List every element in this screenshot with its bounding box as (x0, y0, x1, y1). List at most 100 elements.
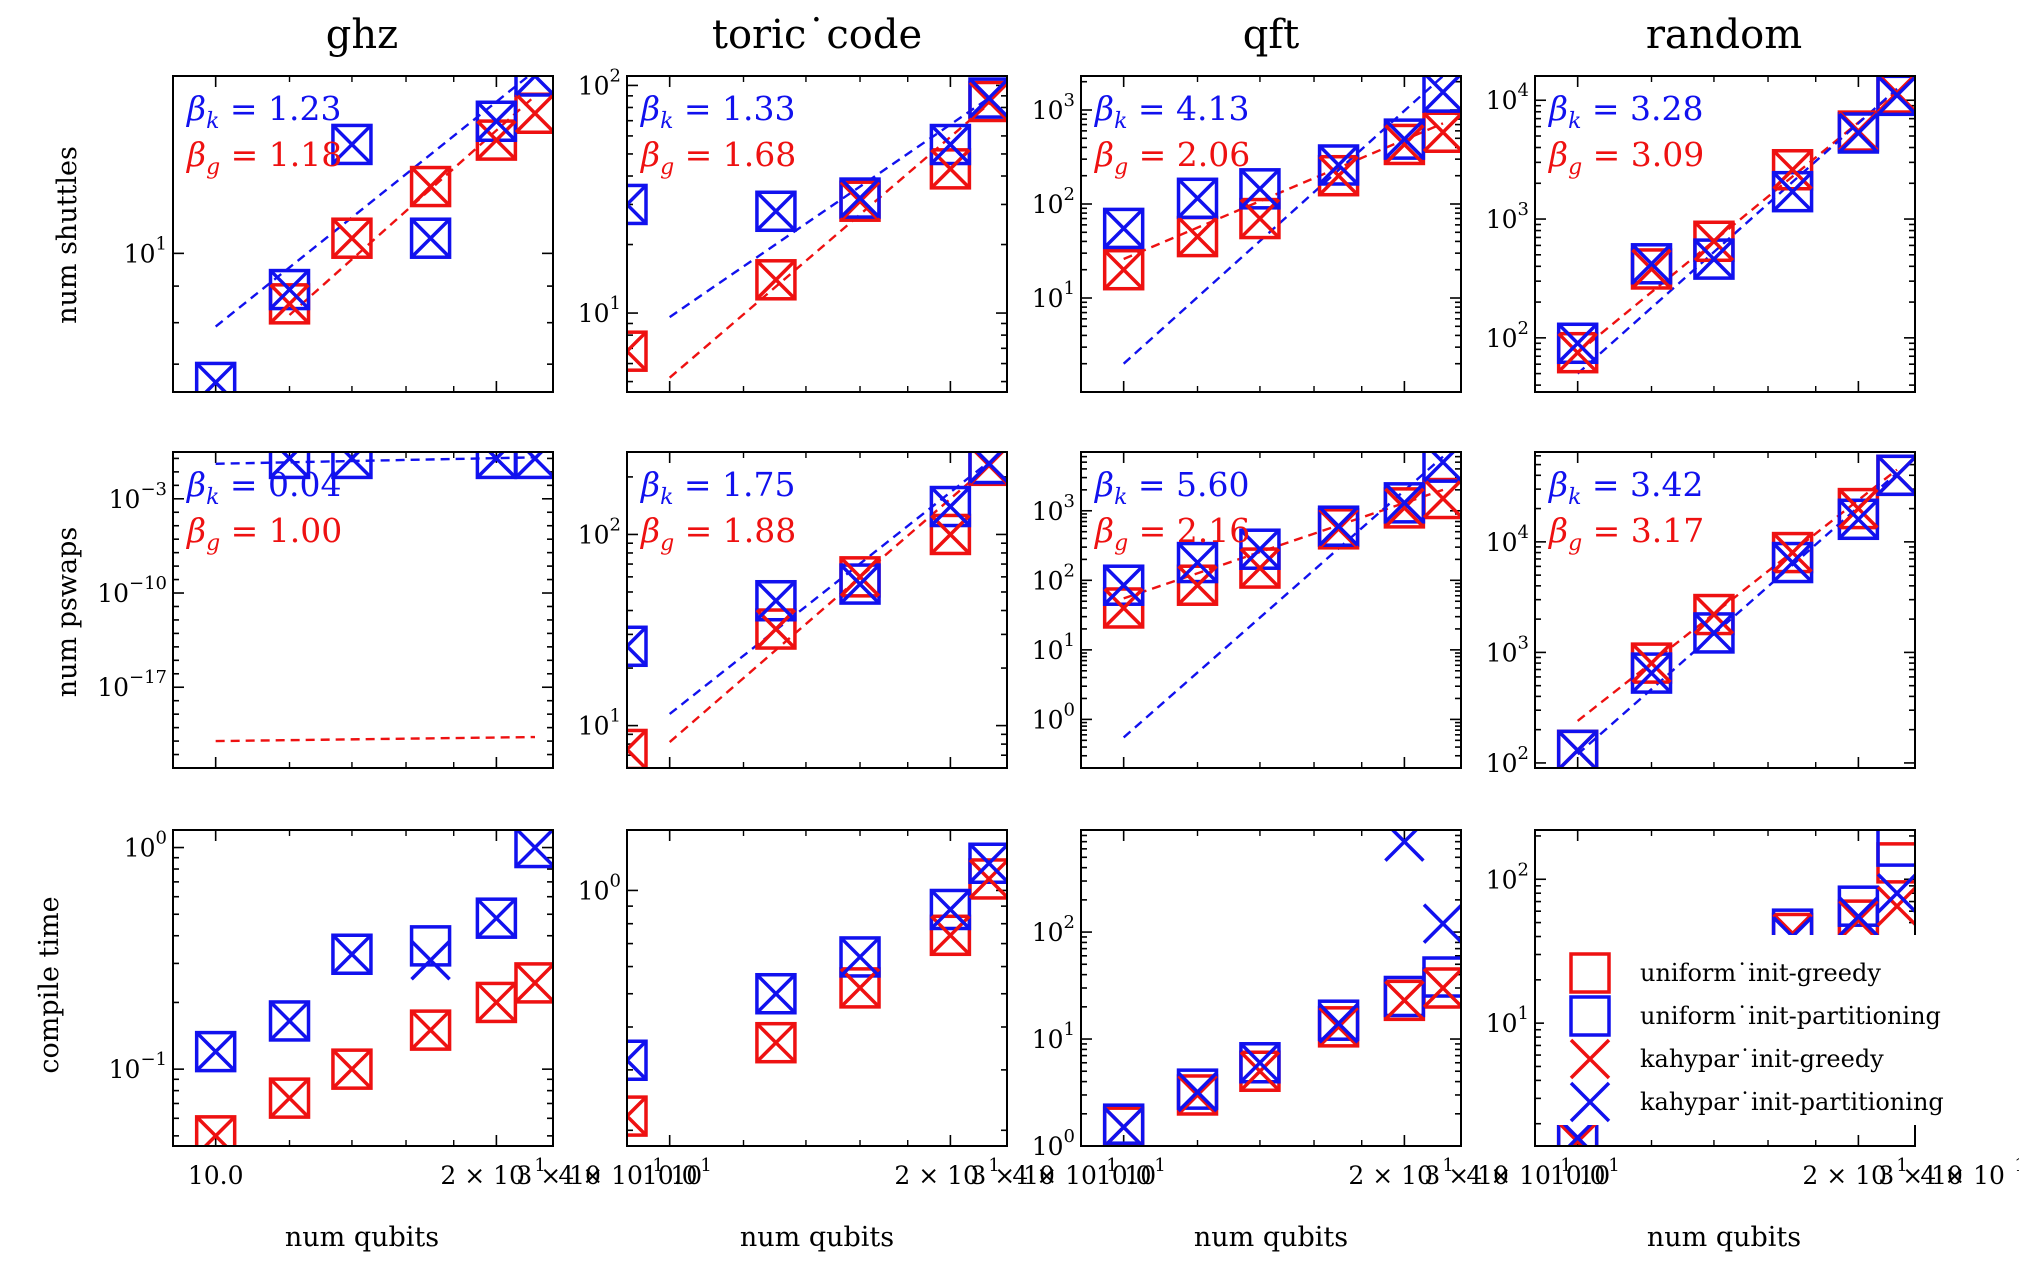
marker-cross (755, 191, 797, 232)
marker-cross (331, 1048, 373, 1090)
marker-square (929, 148, 972, 190)
y-tick-label-exponent: 1 (610, 706, 621, 727)
y-tick-label: 101 (1032, 630, 1075, 665)
y-tick-label-base: 10 (1032, 1025, 1064, 1054)
marker-square (1383, 482, 1426, 524)
beta-subscript: g (1114, 531, 1128, 556)
marker-square (268, 268, 311, 311)
marker-cross (410, 166, 451, 207)
x-tick-label: 10 (1578, 1161, 1610, 1190)
x-tick-label-exponent: 1 (988, 1155, 999, 1176)
fit-line (1123, 488, 1444, 600)
marker-square (514, 452, 553, 480)
x-tick-label: 10 (1124, 1161, 1156, 1190)
panel-frame (1534, 75, 1916, 393)
y-tick-label-base: 10 (1486, 86, 1518, 115)
y-tick-label-exponent: 0 (1064, 1126, 1075, 1147)
y-tick-label-base: 10 (578, 712, 610, 741)
y-tick-label: 101 (1486, 1003, 1529, 1038)
marker-square (1876, 454, 1915, 497)
beta-value: = 5.60 (1127, 465, 1249, 504)
legend-label-kahypar-init-partitioning: kahypar˙init-partitioning (1640, 1088, 1944, 1116)
y-tick-label-exponent: 2 (1518, 743, 1529, 764)
marker-cross (331, 217, 373, 259)
x-tick-label: 10 (670, 1161, 702, 1190)
panel-frame (172, 75, 554, 393)
beta-annotation: βk = 1.33 (639, 89, 796, 134)
marker-cross (1384, 830, 1425, 862)
fit-line (215, 456, 536, 465)
marker-square (755, 259, 797, 301)
y-tick-label-exponent: 1 (610, 293, 621, 314)
y-tick-label: 102 (1032, 184, 1075, 219)
marker-cross (1177, 542, 1218, 583)
marker-square (475, 897, 518, 939)
x-tick-label: 4 × 10 (1466, 1161, 1551, 1190)
y-tick-label-base: 10 (1032, 918, 1064, 947)
marker-square (627, 1095, 648, 1137)
marker-square (839, 177, 881, 219)
marker-square (755, 608, 797, 650)
beta-symbol: β (1093, 89, 1114, 128)
marker-square (627, 1039, 648, 1081)
marker-cross (195, 362, 236, 392)
marker-square (929, 485, 972, 528)
marker-cross (410, 940, 451, 981)
marker-cross (968, 81, 1007, 122)
marker-cross (269, 1077, 310, 1119)
marker-cross (410, 1009, 451, 1051)
data-layer (1556, 454, 1915, 768)
x-tick-label-exponent: 1 (1154, 1155, 1165, 1176)
y-tick-label-base: 10 (1486, 528, 1518, 557)
beta-symbol: β (639, 465, 660, 504)
beta-annotation: βk = 1.23 (185, 89, 342, 134)
y-tick-label: 104 (1486, 522, 1529, 557)
legend-marker-cross (1569, 1081, 1611, 1123)
y-tick-label-base: 10 (1486, 1009, 1518, 1038)
marker-square (194, 361, 237, 392)
marker-cross (269, 1000, 310, 1042)
marker-cross (269, 452, 310, 479)
beta-annotation: βk = 0.04 (185, 465, 342, 510)
y-tick-label: 103 (1032, 90, 1075, 125)
y-tick-label-exponent: 4 (1518, 522, 1529, 543)
marker-square (1317, 144, 1360, 186)
y-tick-label-base: 10 (1032, 636, 1064, 665)
legend-marker-square (1569, 995, 1611, 1037)
x-tick-label: 3 × 10 (1878, 1161, 1963, 1190)
beta-subscript: g (206, 531, 220, 556)
column-title-random: random (1646, 12, 1802, 58)
y-tick-label: 10−17 (97, 667, 167, 702)
x-tick-label: 4 × 10 (1012, 1161, 1097, 1190)
x-tick-label-exponent: 1 (1896, 1155, 1907, 1176)
marker-cross (1239, 1050, 1281, 1092)
fit-line (1123, 122, 1444, 261)
column-titles: ghz toric˙code qft random (326, 12, 1802, 58)
marker-cross (410, 217, 451, 259)
marker-square (1102, 207, 1145, 250)
data-layer (627, 842, 1007, 1137)
marker-cross (1693, 238, 1735, 280)
y-tick-label: 102 (1032, 912, 1075, 947)
y-tick-label-base: 10 (1486, 749, 1518, 778)
marker-square (331, 933, 373, 975)
marker-square (627, 728, 648, 768)
beta-subscript: k (1568, 485, 1581, 510)
legend-label-uniform-init-greedy: uniform˙init-greedy (1640, 959, 1881, 987)
y-tick-label: 10−10 (97, 573, 167, 608)
marker-cross (1239, 1042, 1281, 1084)
panel-frame (172, 829, 554, 1147)
data-layer (194, 830, 553, 1146)
marker-cross (1239, 547, 1281, 589)
marker-cross (1239, 198, 1281, 239)
y-tick-label-base: 10 (97, 579, 129, 608)
beta-subscript: k (1114, 109, 1127, 134)
row-labels: num shuttles num pswaps compile time (34, 146, 83, 1073)
beta-value: = 3.42 (1581, 465, 1703, 504)
marker-cross (331, 124, 373, 165)
